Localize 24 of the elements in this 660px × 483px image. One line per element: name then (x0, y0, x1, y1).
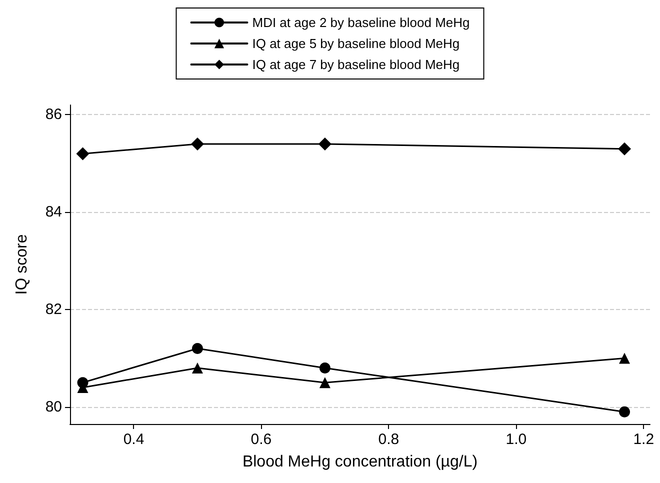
point (192, 362, 203, 374)
y-tick-label: 82 (45, 301, 62, 318)
point (319, 377, 330, 388)
y-tick-label: 86 (45, 106, 62, 124)
point (619, 406, 630, 418)
y-tick-label: 80 (45, 398, 62, 416)
point (619, 352, 630, 364)
point (319, 362, 330, 374)
x-tick-label: 0.4 (123, 431, 144, 448)
point (618, 142, 632, 156)
point (190, 137, 204, 150)
x-tick-label: 1.0 (506, 431, 527, 448)
y-tick-label: 84 (45, 204, 62, 221)
legend-label: IQ at age 7 by baseline blood MeHg (252, 57, 460, 72)
x-axis-title: Blood MeHg concentration (µg/L) (242, 454, 478, 470)
x-tick-label: 0.8 (378, 431, 400, 448)
point (76, 147, 90, 160)
x-tick-label: 0.6 (250, 431, 272, 448)
x-tick-label: 1.2 (633, 431, 654, 448)
point (318, 137, 332, 150)
legend-label: MDI at age 2 by baseline blood MeHg (252, 15, 470, 30)
point (192, 343, 203, 354)
y-axis-title: IQ score (14, 234, 30, 295)
legend-label: IQ at age 5 by baseline blood MeHg (252, 36, 460, 51)
